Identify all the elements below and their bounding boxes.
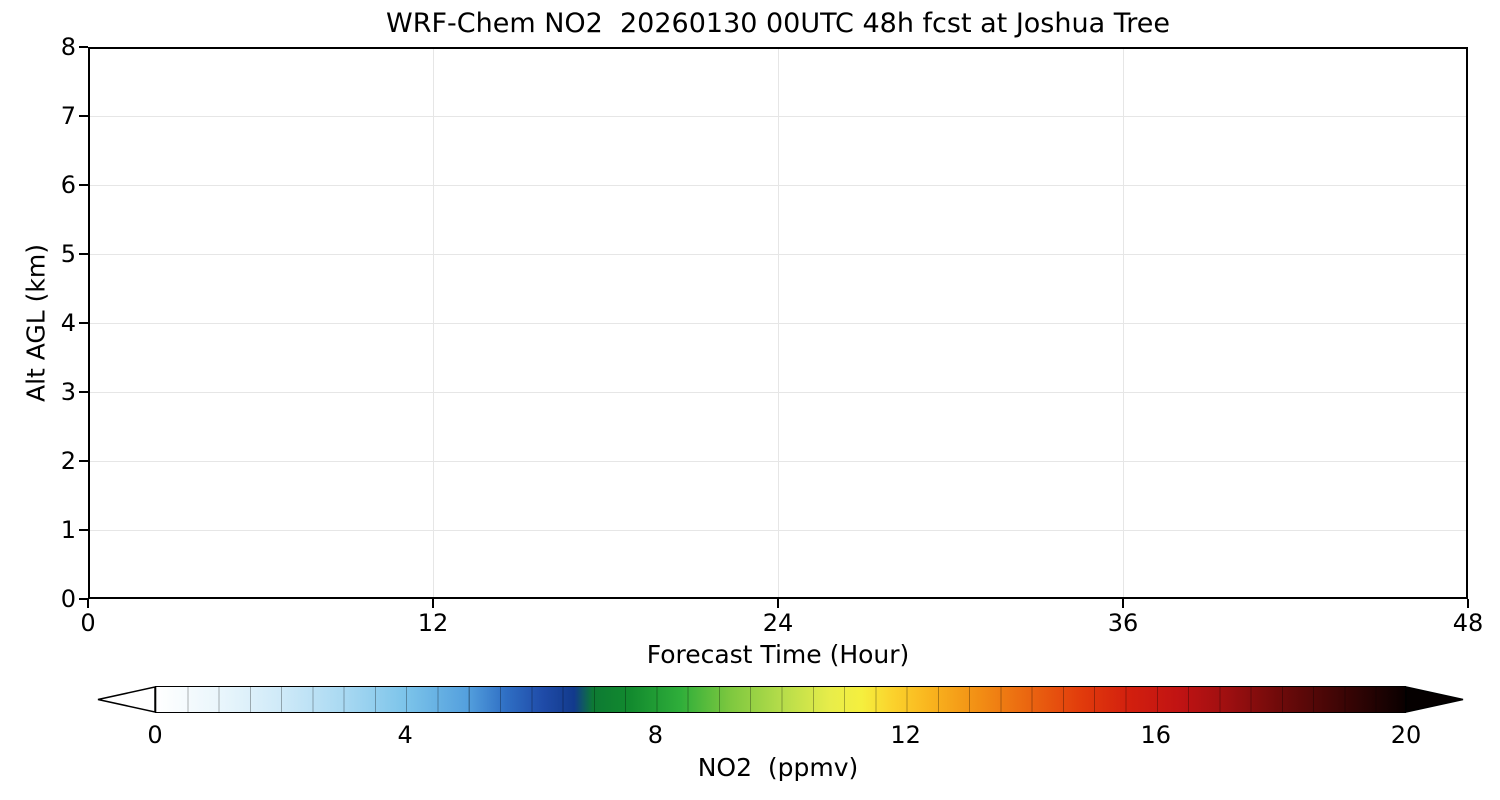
x-tick — [432, 599, 434, 608]
x-axis-label: Forecast Time (Hour) — [646, 640, 910, 669]
y-tick — [79, 529, 88, 531]
y-tick-label: 8 — [60, 33, 76, 61]
y-tick — [79, 184, 88, 186]
y-tick — [79, 391, 88, 393]
x-tick — [1122, 599, 1124, 608]
colorbar-left-arrow — [97, 686, 155, 713]
y-tick-label: 1 — [60, 516, 76, 544]
x-tick-label: 48 — [1452, 609, 1484, 637]
y-tick-label: 6 — [60, 171, 76, 199]
gridline-v — [432, 47, 434, 599]
colorbar-label: NO2 (ppmv) — [697, 753, 859, 782]
x-tick-label: 24 — [762, 609, 794, 637]
colorbar-tick-label: 12 — [890, 721, 921, 749]
colorbar-tick-label: 16 — [1140, 721, 1172, 749]
colorbar-level-separators — [156, 687, 1405, 712]
chart-title: WRF-Chem NO2 20260130 00UTC 48h fcst at … — [386, 8, 1170, 39]
y-tick — [79, 598, 88, 600]
y-tick-label: 5 — [60, 240, 76, 268]
y-tick — [79, 322, 88, 324]
x-tick — [87, 599, 89, 608]
y-tick — [79, 253, 88, 255]
gridline-v — [777, 47, 779, 599]
colorbar-tick-label: 0 — [147, 721, 163, 749]
x-tick-label: 0 — [80, 609, 96, 637]
gridline-v — [1122, 47, 1124, 599]
x-tick-label: 12 — [417, 609, 449, 637]
y-tick-label: 0 — [60, 585, 76, 613]
colorbar-tick-label: 4 — [397, 721, 413, 749]
colorbar-tick-label: 20 — [1390, 721, 1422, 749]
y-tick — [79, 460, 88, 462]
x-tick — [777, 599, 779, 608]
y-axis-label: Alt AGL (km) — [21, 243, 51, 403]
x-tick — [1467, 599, 1469, 608]
colorbar-tick-label: 8 — [647, 721, 664, 749]
y-tick — [79, 115, 88, 117]
y-tick-label: 2 — [60, 447, 76, 475]
y-tick-label: 7 — [60, 102, 76, 130]
colorbar-right-arrow — [1406, 686, 1464, 713]
y-tick-label: 3 — [60, 378, 76, 406]
y-tick — [79, 46, 88, 48]
plot-border — [88, 47, 1468, 599]
x-tick-label: 36 — [1107, 609, 1139, 637]
colorbar — [155, 686, 1406, 713]
y-tick-label: 4 — [60, 309, 76, 337]
